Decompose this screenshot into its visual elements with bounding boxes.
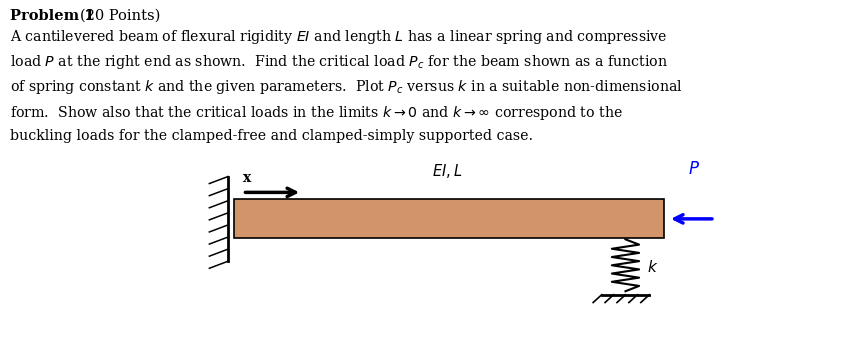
Text: A cantilevered beam of flexural rigidity $EI$ and length $L$ has a linear spring: A cantilevered beam of flexural rigidity… [10, 28, 668, 46]
Text: (20 Points): (20 Points) [80, 9, 160, 23]
Text: form.  Show also that the critical loads in the limits $k \rightarrow 0$ and $k : form. Show also that the critical loads … [10, 104, 623, 122]
Text: of spring constant $k$ and the given parameters.  Plot $P_c$ versus $k$ in a sui: of spring constant $k$ and the given par… [10, 78, 683, 96]
Text: load $P$ at the right end as shown.  Find the critical load $P_c$ for the beam s: load $P$ at the right end as shown. Find… [10, 53, 668, 71]
Text: x: x [243, 171, 251, 185]
Text: $k$: $k$ [647, 258, 658, 275]
Bar [234, 199, 664, 238]
Text: buckling loads for the clamped-free and clamped-simply supported case.: buckling loads for the clamped-free and … [10, 129, 534, 143]
Text: Problem 1: Problem 1 [10, 9, 94, 23]
Text: $EI, L$: $EI, L$ [431, 162, 462, 180]
Text: $P$: $P$ [688, 161, 700, 178]
